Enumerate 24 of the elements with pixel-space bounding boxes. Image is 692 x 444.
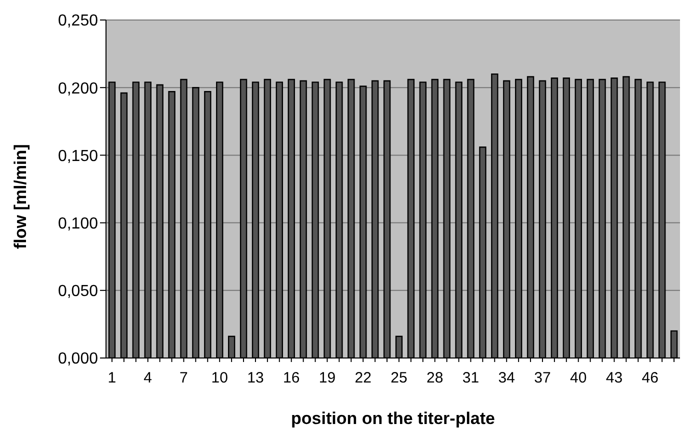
x-tick-label: 22 [354, 370, 372, 387]
x-tick-label: 1 [108, 370, 116, 387]
x-tick-label: 10 [211, 370, 228, 387]
y-tick-label: 0,200 [58, 80, 98, 98]
x-tick-label: 43 [606, 370, 623, 387]
x-tick-label: 28 [426, 370, 444, 387]
y-axis-title: flow [ml/min] [11, 144, 30, 249]
x-tick-label: 4 [144, 370, 152, 387]
x-tick-label: 19 [318, 370, 336, 387]
x-tick-label: 25 [390, 370, 408, 387]
y-tick-label: 0,100 [58, 215, 98, 232]
x-tick-label: 37 [534, 370, 551, 387]
x-tick-label: 31 [462, 370, 480, 387]
x-tick-label: 13 [247, 370, 264, 387]
x-tick-label: 7 [180, 370, 188, 387]
y-tick-label: 0,000 [58, 350, 98, 368]
y-tick-label: 0,050 [58, 283, 98, 300]
x-tick-label: 34 [498, 370, 515, 387]
x-tick-label: 16 [283, 370, 300, 387]
x-axis-title: position on the titer-plate [291, 409, 495, 428]
x-tick-label: 46 [642, 370, 658, 387]
x-tick-label: 40 [570, 370, 587, 387]
y-tick-label: 0,150 [58, 148, 98, 165]
y-tick-label: 0,250 [58, 12, 98, 30]
